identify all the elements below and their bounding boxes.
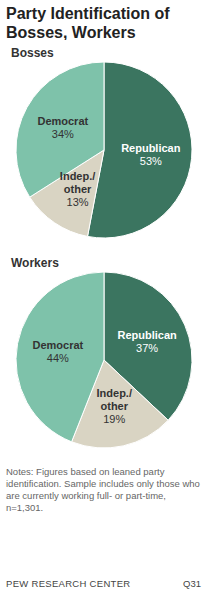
svg-text:other: other <box>101 400 129 412</box>
svg-text:Indep./: Indep./ <box>60 170 95 182</box>
svg-text:Bosses: Bosses <box>11 46 54 60</box>
svg-text:13%: 13% <box>67 196 89 208</box>
svg-text:Republican: Republican <box>121 142 181 154</box>
svg-text:44%: 44% <box>47 352 69 364</box>
html-text:PEW RESEARCH CENTER: PEW RESEARCH CENTER <box>6 578 131 589</box>
svg-text:Indep./: Indep./ <box>97 387 132 399</box>
svg-text:other: other <box>64 183 92 195</box>
svg-text:Democrat: Democrat <box>32 339 83 351</box>
html-text:Notes: Figures based on leaned: Notes: Figures based on leaned party ide… <box>6 466 200 513</box>
svg-text:19%: 19% <box>103 413 125 425</box>
svg-text:37%: 37% <box>136 342 158 354</box>
svg-text:Democrat: Democrat <box>37 115 88 127</box>
svg-text:Republican: Republican <box>117 329 177 341</box>
svg-text:53%: 53% <box>140 155 162 167</box>
svg-text:Workers: Workers <box>11 256 59 270</box>
html-text:Q31: Q31 <box>183 578 201 589</box>
svg-text:34%: 34% <box>52 128 74 140</box>
html-text:Party Identification of Bosses: Party Identification of Bosses, Workers <box>6 5 170 41</box>
